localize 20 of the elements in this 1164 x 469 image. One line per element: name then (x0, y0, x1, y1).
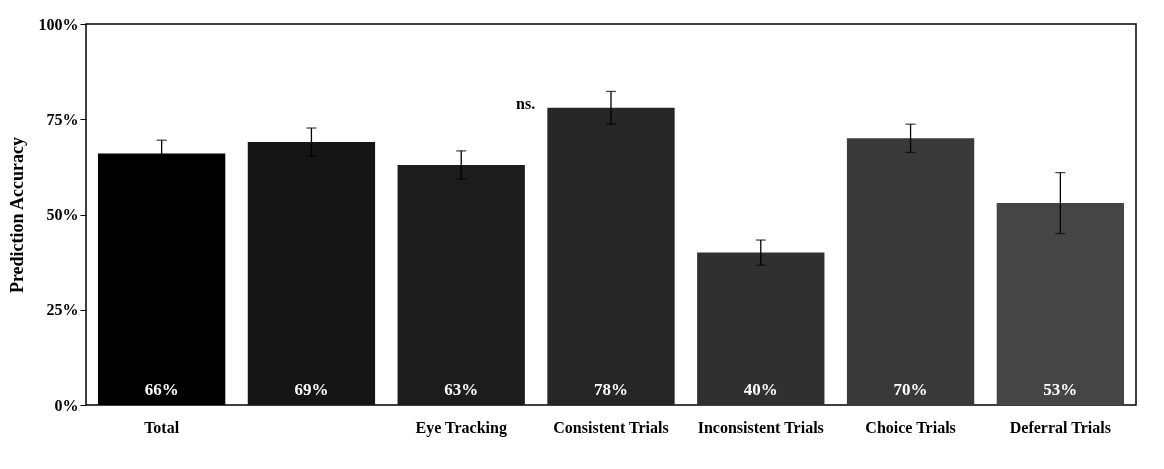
data-label: 70% (893, 380, 928, 399)
x-tick-label: Inconsistent Trials (697, 418, 824, 436)
y-tick-label: 100% (38, 15, 79, 33)
x-tick-label: Choice Trials (865, 418, 956, 436)
annotation: ns. (516, 95, 536, 112)
x-tick-label: Total (144, 418, 180, 436)
data-label: 63% (444, 380, 479, 399)
data-label: 66% (144, 380, 179, 399)
x-tick-label: Eye Tracking (415, 418, 507, 437)
y-tick-label: 50% (46, 206, 79, 223)
y-tick-label: 25% (46, 301, 79, 319)
x-tick-label: Deferral Trials (1009, 418, 1111, 436)
data-label: 69% (294, 380, 329, 399)
data-label: 78% (594, 380, 628, 399)
y-tick-label: 75% (46, 110, 79, 128)
data-label: 40% (743, 380, 778, 399)
y-axis-title: Prediction Accuracy (6, 136, 27, 294)
y-tick-label: 0% (54, 396, 79, 414)
data-label: 53% (1043, 380, 1078, 399)
x-tick-label: Consistent Trials (553, 418, 669, 436)
